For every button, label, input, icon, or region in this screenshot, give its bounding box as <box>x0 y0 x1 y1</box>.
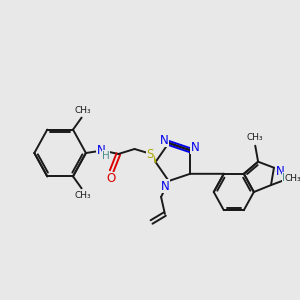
Text: N: N <box>190 141 199 154</box>
Text: CH₃: CH₃ <box>74 191 91 200</box>
Text: CH₃: CH₃ <box>285 174 300 183</box>
Text: H: H <box>283 173 290 183</box>
Text: H: H <box>102 151 110 161</box>
Text: CH₃: CH₃ <box>247 133 264 142</box>
Text: N: N <box>160 134 168 146</box>
Text: CH₃: CH₃ <box>74 106 91 115</box>
Text: S: S <box>146 148 154 160</box>
Text: N: N <box>97 143 106 157</box>
Text: O: O <box>106 172 115 185</box>
Text: N: N <box>160 179 169 193</box>
Text: N: N <box>276 165 285 178</box>
